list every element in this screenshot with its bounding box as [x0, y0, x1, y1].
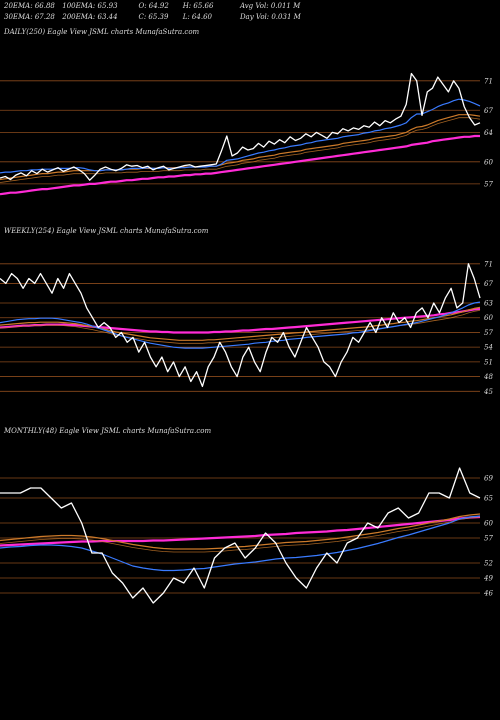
weekly-y-tick-label: 67 — [484, 280, 493, 288]
weekly-ema-long-line — [0, 307, 481, 334]
ema100-readout: 100EMA: 65.93 — [62, 2, 118, 10]
monthly-y-tick-label: 49 — [483, 575, 493, 583]
daily-chart-label: DAILY(250) Eagle View JSML charts Munafa… — [4, 28, 200, 36]
monthly-ema-long-line — [0, 515, 481, 547]
monthly-y-tick-label: 52 — [484, 560, 493, 568]
daily-ema-fast-line — [0, 98, 481, 174]
monthly-ema-slow-line — [0, 513, 481, 550]
close-readout: C: 65.39 — [138, 13, 169, 21]
weekly-ema-fast-line — [0, 301, 481, 349]
weekly-price-line — [0, 263, 481, 388]
weekly-y-tick-label: 51 — [484, 358, 493, 366]
ema20-readout: 20EMA: 66.88 — [4, 2, 55, 10]
daily-y-tick-label: 60 — [484, 158, 493, 166]
weekly-chart: 71 67 63 60 57 54 51 48 45 — [0, 260, 493, 396]
monthly-price-line — [0, 467, 481, 604]
weekly-y-tick-label: 71 — [484, 260, 493, 268]
high-readout: H: 65.66 — [182, 2, 214, 10]
weekly-y-tick-label: 57 — [484, 329, 493, 337]
weekly-y-tick-label: 45 — [483, 388, 493, 396]
daily-y-tick-label: 67 — [484, 107, 493, 115]
weekly-y-tick-label: 48 — [483, 373, 493, 381]
ema30-readout: 30EMA: 67.28 — [4, 13, 55, 21]
weekly-y-tick-label: 60 — [484, 314, 493, 322]
low-readout: L: 64.60 — [182, 13, 212, 21]
monthly-y-tick-label: 60 — [484, 520, 493, 528]
open-readout: O: 64.92 — [138, 2, 169, 10]
indicator-row-2: 30EMA: 67.28 200EMA: 63.44 C: 65.39 L: 6… — [4, 13, 301, 21]
daily-y-tick-label: 71 — [484, 77, 493, 85]
daily-y-tick-label: 57 — [484, 180, 493, 188]
daily-ema-slow-secondary-line — [0, 117, 481, 183]
weekly-y-tick-label: 63 — [484, 300, 493, 308]
weekly-y-tick-label: 54 — [484, 344, 493, 352]
monthly-chart: 69 65 60 57 52 49 46 — [0, 467, 493, 604]
daily-y-tick-label: 64 — [484, 129, 493, 137]
monthly-y-tick-label: 69 — [484, 475, 493, 483]
day-vol-readout: Day Vol: 0.031 M — [239, 13, 301, 21]
monthly-y-tick-label: 57 — [484, 535, 493, 543]
daily-price-line — [0, 72, 481, 181]
weekly-ema-slow-secondary-line — [0, 310, 481, 344]
indicator-row-1: 20EMA: 66.88 100EMA: 65.93 O: 64.92 H: 6… — [4, 2, 300, 10]
daily-ema-long-line — [0, 134, 480, 196]
ema200-readout: 200EMA: 63.44 — [62, 13, 118, 21]
monthly-y-tick-label: 65 — [484, 495, 493, 503]
monthly-y-tick-label: 46 — [483, 590, 493, 598]
monthly-chart-label: MONTHLY(48) Eagle View JSML charts Munaf… — [4, 427, 212, 435]
avg-vol-readout: Avg Vol: 0.011 M — [239, 2, 301, 10]
weekly-chart-label: WEEKLY(254) Eagle View JSML charts Munaf… — [4, 227, 209, 235]
monthly-ema-fast-line — [0, 515, 481, 572]
daily-chart: 71 67 64 60 57 — [0, 72, 493, 196]
